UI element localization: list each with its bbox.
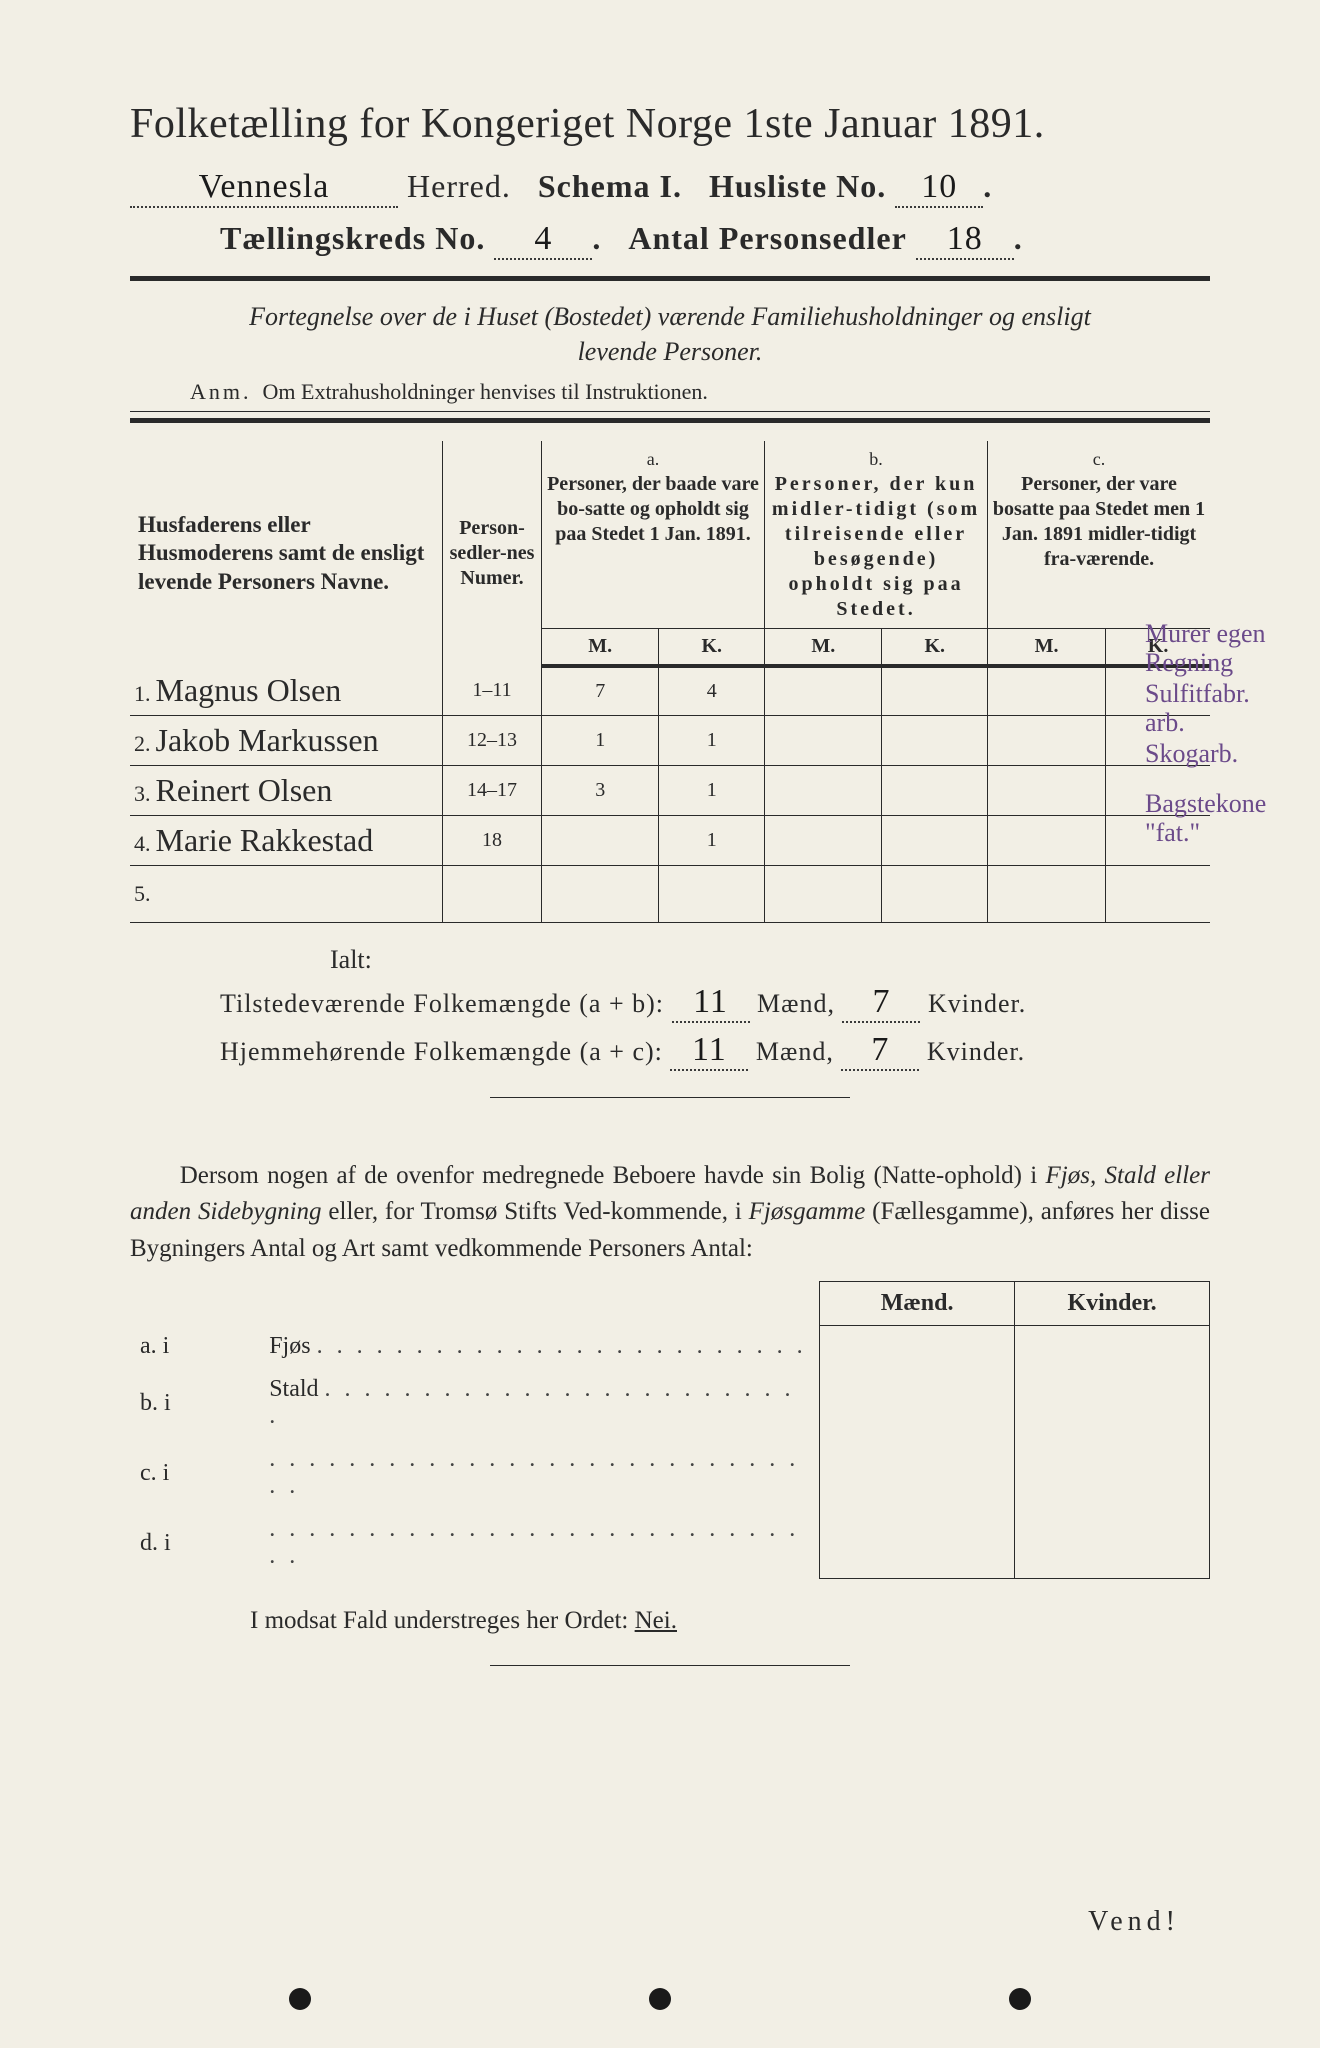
side-row: b. i Stald . . . . . . . . . . . . . . .… [130,1368,1210,1438]
anm-label: Anm. [190,379,252,404]
kreds-label: Tællingskreds No. [220,220,485,256]
header-line-3: Tællingskreds No. 4. Antal Personsedler … [220,220,1210,260]
anm-line: Anm. Om Extrahusholdninger henvises til … [190,379,1210,405]
ac-maend: 11 [670,1031,748,1071]
table-row: 3. Reinert Olsen 14–17 3 1 [130,766,1210,816]
table-row: 5. [130,866,1210,923]
margin-note: Sulfitfabr. arb. [1145,680,1295,737]
col-b: b. Personer, der kun midler-tidigt (som … [765,441,988,629]
husliste-value: 10 [895,168,983,208]
side-row: d. i . . . . . . . . . . . . . . . . . .… [130,1508,1210,1578]
kreds-value: 4 [494,220,592,260]
col-a-m: M. [542,629,659,667]
col-b-k: K. [882,629,988,667]
col-b-m: M. [765,629,882,667]
side-row: c. i . . . . . . . . . . . . . . . . . .… [130,1438,1210,1508]
census-table: Husfaderens eller Husmoderens samt de en… [130,441,1210,923]
hole-icon [289,1988,311,2010]
page-title: Folketælling for Kongeriget Norge 1ste J… [130,100,1210,148]
sidebygning-paragraph: Dersom nogen af de ovenfor medregnede Be… [130,1158,1210,1267]
table-row: 4. Marie Rakkestad 18 1 [130,816,1210,866]
ab-maend: 11 [672,983,750,1023]
hole-icon [649,1988,671,2010]
divider-thin-1 [130,411,1210,412]
col-a: a. Personer, der baade vare bo-satte og … [542,441,765,629]
total-ab: Tilstedeværende Folkemængde (a + b): 11 … [220,983,1210,1023]
margin-note: Skogarb. [1145,740,1295,769]
divider-mid [490,1097,850,1098]
antal-value: 18 [916,220,1014,260]
table-header-row-1: Husfaderens eller Husmoderens samt de en… [130,441,1210,629]
census-form-page: Folketælling for Kongeriget Norge 1ste J… [0,0,1320,2048]
side-row: a. i Fjøs . . . . . . . . . . . . . . . … [130,1325,1210,1368]
intro-line2: levende Personer. [578,337,763,366]
ialt-label: Ialt: [330,945,1210,975]
side-maend: Mænd. [820,1281,1015,1325]
vend-label: Vend! [1088,1906,1180,1938]
margin-note: Murer egen Regning [1145,620,1295,677]
divider-thick-2 [130,418,1210,423]
schema-label: Schema I. [538,168,682,204]
intro-line1: Fortegnelse over de i Huset (Bostedet) v… [249,302,1091,331]
sidebygning-table: Mænd. Kvinder. a. i Fjøs . . . . . . . .… [130,1281,1210,1579]
table-row: 2. Jakob Markussen 12–13 1 1 [130,716,1210,766]
col-c: c. Personer, der vare bosatte paa Stedet… [988,441,1210,629]
header-line-2: Vennesla Herred. Schema I. Husliste No. … [130,168,1210,208]
nei-line: I modsat Fald understreges her Ordet: Ne… [250,1607,1210,1635]
husliste-label: Husliste No. [709,168,886,204]
anm-text: Om Extrahusholdninger henvises til Instr… [263,379,708,404]
antal-label: Antal Personsedler [628,220,906,256]
divider-bottom [490,1665,850,1666]
col-c-m: M. [988,629,1106,667]
hole-icon [1009,1988,1031,2010]
total-ac: Hjemmehørende Folkemængde (a + c): 11 Mæ… [220,1031,1210,1071]
herred-label: Herred. [407,168,511,204]
margin-note: Bagstekone "fat." [1145,790,1295,847]
punch-holes [0,1988,1320,2010]
col-name: Husfaderens eller Husmoderens samt de en… [130,441,443,666]
ac-kvinder: 7 [841,1031,919,1071]
side-kvinder: Kvinder. [1015,1281,1210,1325]
col-a-k: K. [659,629,765,667]
nei-word: Nei. [635,1607,677,1634]
table-row: 1. Magnus Olsen 1–11 7 4 [130,666,1210,716]
herred-value: Vennesla [130,168,398,208]
divider-thick [130,276,1210,281]
side-header: Mænd. Kvinder. [130,1281,1210,1325]
intro-text: Fortegnelse over de i Huset (Bostedet) v… [130,299,1210,369]
col-numer: Person-sedler-nes Numer. [443,441,542,666]
ab-kvinder: 7 [842,983,920,1023]
